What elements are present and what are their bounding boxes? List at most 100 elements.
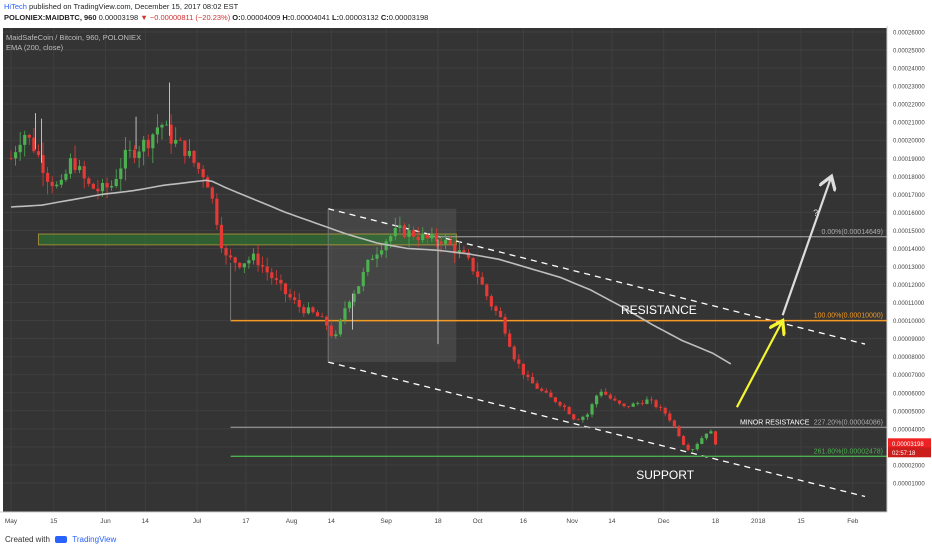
price-chart[interactable]: 0.00%(0.00014649) 100.00%(0.00010000) 227.…	[0, 26, 932, 528]
candle-body	[238, 262, 242, 268]
x-tick-label: 15	[797, 518, 805, 525]
candle-body	[439, 241, 443, 244]
author-link[interactable]: HiTech	[4, 2, 27, 11]
candle-body	[23, 134, 27, 145]
candle-body	[146, 139, 150, 149]
candle-body	[544, 390, 548, 393]
candle-body	[681, 436, 686, 445]
y-tick-label: 0.00004000	[893, 427, 925, 433]
candle-body	[347, 301, 352, 309]
candle-body	[18, 144, 22, 153]
candle-body	[132, 149, 137, 158]
low-value: 0.00003132	[339, 13, 379, 22]
fib-level-label: 261.80%(0.00002478)	[814, 448, 883, 455]
candle-body	[622, 403, 626, 407]
created-with-text: Created with	[5, 535, 50, 544]
chart-title: MaidSafeCoin / Bitcoin, 960, POLONIEX	[6, 33, 141, 42]
tradingview-brand[interactable]: TradingView	[72, 535, 117, 544]
candle-body	[535, 383, 539, 389]
y-tick-label: 0.00011000	[893, 301, 925, 307]
candle-body	[178, 139, 182, 141]
candle-body	[68, 158, 73, 174]
candle-body	[631, 403, 635, 407]
candle-body	[590, 404, 594, 415]
y-tick-label: 0.00009000	[893, 337, 925, 343]
chart-footer: Created with TradingView	[0, 528, 932, 550]
open-value: 0.00004009	[240, 13, 281, 22]
x-tick-label: 16	[520, 518, 528, 525]
candle-body	[96, 188, 100, 192]
y-tick-label: 0.00002000	[893, 463, 925, 469]
chart-header: HiTech published on TradingView.com, Dec…	[0, 0, 932, 26]
candle-body	[668, 413, 672, 421]
candle-body	[229, 255, 233, 258]
candle-body	[498, 311, 503, 318]
candle-body	[233, 257, 237, 263]
candle-body	[265, 266, 269, 273]
candle-body	[503, 317, 507, 334]
candle-body	[9, 158, 13, 160]
candle-body	[297, 299, 301, 308]
down-triangle-icon: ▼	[140, 13, 148, 22]
candle-body	[549, 392, 553, 398]
x-tick-label: 18	[712, 518, 720, 525]
y-tick-label: 0.00019000	[893, 157, 925, 163]
candle-body	[196, 162, 201, 169]
candle-body	[114, 179, 118, 187]
candle-body	[215, 198, 219, 225]
candle-body	[599, 391, 603, 396]
published-text: published on TradingView.com, December 1…	[29, 2, 239, 11]
candle-body	[251, 253, 256, 261]
candle-body	[13, 152, 18, 159]
x-tick-label: 15	[50, 518, 58, 525]
candle-body	[457, 250, 461, 254]
candle-body	[585, 414, 590, 417]
candle-body	[183, 140, 187, 156]
y-tick-label: 0.00021000	[893, 121, 925, 127]
candle-body	[558, 402, 562, 406]
y-tick-label: 0.00026000	[893, 31, 925, 37]
candle-body	[430, 234, 434, 239]
candle-body	[283, 283, 288, 295]
candle-body	[572, 414, 576, 420]
candle-body	[654, 400, 658, 408]
y-tick-label: 0.00006000	[893, 391, 925, 397]
y-tick-label: 0.00001000	[893, 481, 925, 487]
candle-body	[398, 225, 402, 229]
channel-line-lower	[328, 361, 866, 498]
candle-body	[375, 254, 379, 259]
x-tick-label: Oct	[473, 518, 483, 525]
x-tick-label: 14	[328, 518, 336, 525]
x-tick-label: 14	[142, 518, 150, 525]
time-axis[interactable]	[0, 512, 932, 528]
price-tag-label: 0.00003198	[892, 442, 924, 448]
y-tick-label: 0.00015000	[893, 229, 925, 235]
candle-body	[27, 134, 31, 138]
price-tag-label: 02:57:18	[892, 451, 916, 457]
candle-body	[540, 388, 544, 391]
candle-body	[55, 184, 59, 187]
candle-body	[82, 166, 86, 179]
candle-body	[210, 187, 214, 199]
x-tick-label: Aug	[286, 518, 298, 525]
candle-body	[691, 449, 695, 451]
candle-body	[453, 244, 457, 254]
candle-body	[46, 172, 50, 182]
candle-body	[338, 319, 342, 335]
candle-body	[320, 316, 324, 318]
candle-body	[50, 181, 54, 187]
candle-body	[169, 124, 173, 144]
price-tag	[888, 438, 931, 449]
candle-body	[636, 403, 640, 404]
price-change: −0.00000811 (−20.23%)	[149, 13, 231, 22]
x-tick-label: Dec	[658, 518, 670, 525]
y-tick-label: 0.00023000	[893, 85, 925, 91]
y-tick-label: 0.00008000	[893, 355, 925, 361]
candle-body	[604, 391, 608, 395]
candle-body	[315, 312, 320, 317]
candle-body	[261, 265, 265, 267]
projection-arrow	[735, 321, 783, 408]
candle-body	[526, 374, 530, 377]
candle-body	[613, 398, 617, 401]
price-axis[interactable]	[887, 26, 932, 512]
